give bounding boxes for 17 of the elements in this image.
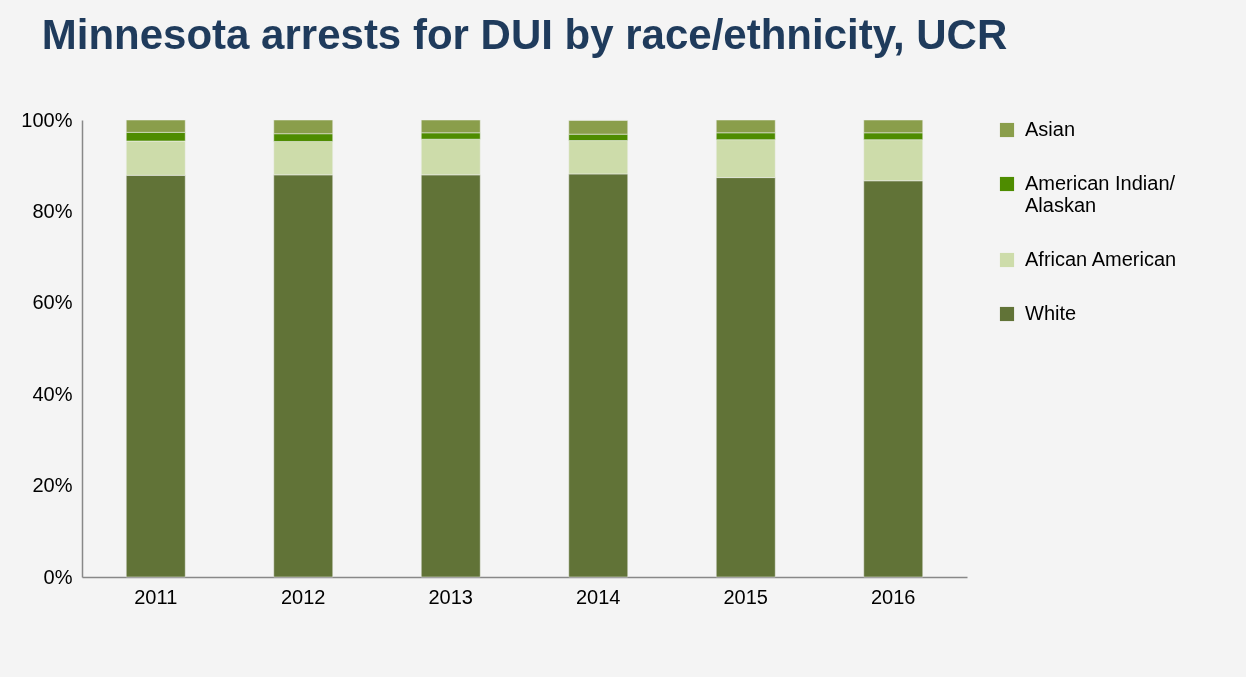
y-tick-label: 60% [32, 291, 73, 314]
y-tick-label: 0% [43, 565, 73, 588]
y-tick-label: 100% [21, 108, 73, 131]
legend-label: American Indian/ Alaskan [1025, 172, 1176, 216]
legend-label: African American [1025, 248, 1177, 270]
x-tick-label: 2011 [134, 585, 178, 608]
legend-label: Asian [1025, 118, 1076, 140]
x-tick-label: 2012 [281, 585, 326, 608]
y-tick-label: 40% [32, 382, 73, 405]
x-tick-label: 2013 [428, 585, 473, 608]
chart-title: Minnesota arrests for DUI by race/ethnicity, UCR [41, 11, 1008, 58]
y-tick-label: 80% [32, 199, 73, 222]
x-tick-label: 2016 [871, 585, 916, 608]
x-tick-label: 2015 [723, 585, 768, 608]
legend-label: White [1025, 302, 1077, 324]
x-tick-label: 2014 [576, 585, 621, 608]
y-tick-label: 20% [32, 474, 73, 497]
